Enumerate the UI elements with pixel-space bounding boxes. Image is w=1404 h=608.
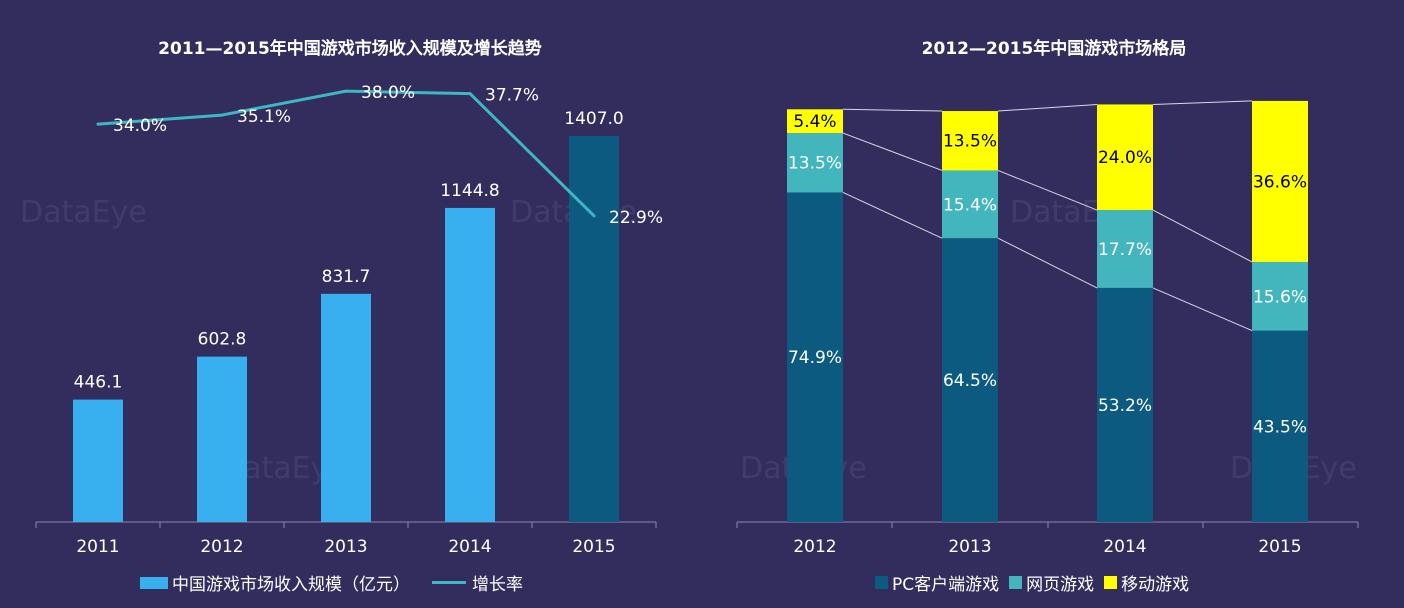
- x-tick-label: 2012: [200, 537, 243, 557]
- growth-label: 35.1%: [237, 107, 291, 127]
- growth-point: [220, 113, 224, 117]
- growth-label: 34.0%: [113, 116, 167, 136]
- segment-connector: [1152, 209, 1253, 263]
- revenue-bar-label: 602.8: [198, 330, 247, 350]
- web-segment-label: 15.6%: [1253, 287, 1307, 307]
- market-structure-chart: 74.9% 13.5% 5.4% 2012 64.5% 15.4% 13.5% 2013 53.…: [736, 100, 1359, 557]
- segment-connector: [1152, 100, 1253, 105]
- x-tick-label: 2014: [1103, 537, 1146, 557]
- mobile-segment-label: 5.4%: [793, 112, 836, 132]
- legend-item-mobile: 移动游戏: [1104, 570, 1189, 595]
- segment-connector: [997, 237, 1098, 289]
- pc-segment-label: 43.5%: [1253, 417, 1307, 437]
- mobile-segment-label: 13.5%: [943, 132, 997, 152]
- legend-swatch-web: [1009, 576, 1023, 589]
- chart-title-structure: 2012—2015年中国游戏市场格局: [921, 39, 1187, 59]
- growth-point: [344, 89, 348, 93]
- revenue-bar: [321, 293, 371, 522]
- legend-swatch-mobile: [1104, 576, 1118, 589]
- segment-connector: [1152, 287, 1253, 332]
- revenue-bar-label: 1144.8: [440, 181, 499, 201]
- x-tick-label: 2014: [448, 537, 491, 557]
- legend-revenue: 中国游戏市场收入规模（亿元） 增长率: [140, 570, 545, 595]
- legend-swatch-pc: [875, 576, 888, 589]
- legend-structure: PC客户端游戏 网页游戏 移动游戏: [875, 570, 1211, 595]
- growth-label: 22.9%: [609, 208, 663, 228]
- legend-item-pc: PC客户端游戏: [875, 570, 999, 595]
- segment-connector: [997, 169, 1098, 211]
- segment-connector: [842, 108, 943, 112]
- revenue-bar: [73, 399, 123, 522]
- pc-segment: [787, 192, 843, 522]
- web-segment: [787, 133, 843, 193]
- mobile-segment-label: 24.0%: [1098, 148, 1152, 168]
- mobile-segment-label: 36.6%: [1253, 172, 1307, 192]
- growth-label: 37.7%: [485, 86, 539, 106]
- mobile-segment: [1252, 100, 1308, 262]
- x-tick-label: 2015: [572, 537, 615, 557]
- revenue-bar-label: 446.1: [74, 373, 123, 393]
- web-segment: [1097, 210, 1153, 288]
- x-tick-label: 2012: [793, 537, 836, 557]
- chart-title-revenue: 2011—2015年中国游戏市场收入规模及增长趋势: [158, 39, 542, 59]
- revenue-bar: [445, 207, 495, 522]
- x-tick-label: 2011: [76, 537, 119, 557]
- legend-label-mobile: 移动游戏: [1121, 575, 1190, 595]
- revenue-bar: [569, 136, 619, 522]
- mobile-segment: [787, 109, 843, 134]
- legend-swatch-revenue: [140, 576, 168, 589]
- pc-segment: [1252, 330, 1308, 522]
- mobile-segment: [1097, 104, 1153, 211]
- x-tick-label: 2013: [324, 537, 367, 557]
- pc-segment: [1097, 287, 1153, 522]
- segment-connector: [997, 103, 1098, 112]
- web-segment-label: 13.5%: [788, 154, 842, 174]
- mobile-segment: [942, 111, 998, 171]
- legend-label-web: 网页游戏: [1026, 575, 1095, 595]
- pc-segment-label: 53.2%: [1098, 396, 1152, 416]
- growth-point: [468, 92, 472, 96]
- pc-segment-label: 74.9%: [788, 348, 842, 368]
- pc-segment: [942, 238, 998, 522]
- revenue-bar: [197, 356, 247, 522]
- web-segment: [942, 170, 998, 239]
- growth-label: 38.0%: [361, 83, 415, 103]
- segment-connector: [842, 132, 943, 171]
- legend-item-growth: 增长率: [432, 570, 523, 595]
- web-segment-label: 17.7%: [1098, 240, 1152, 260]
- watermark-text: DataEye: [20, 195, 147, 230]
- legend-label-pc: PC客户端游戏: [892, 575, 1000, 595]
- x-tick-label: 2013: [948, 537, 991, 557]
- revenue-bar-label: 1407.0: [564, 109, 623, 129]
- growth-point: [96, 122, 100, 126]
- revenue-bar-label: 831.7: [322, 267, 371, 287]
- web-segment-label: 15.4%: [943, 195, 997, 215]
- legend-label-growth: 增长率: [472, 575, 523, 595]
- growth-point: [592, 214, 596, 218]
- segment-connector: [842, 191, 943, 239]
- x-tick-label: 2015: [1258, 537, 1301, 557]
- legend-item-revenue: 中国游戏市场收入规模（亿元）: [140, 570, 410, 595]
- legend-item-web: 网页游戏: [1009, 570, 1094, 595]
- legend-line-growth: [432, 581, 466, 584]
- revenue-chart: 446.1 2011 602.8 2012 831.7 2013 1144.8 2014 140…: [35, 83, 663, 557]
- pc-segment-label: 64.5%: [943, 371, 997, 391]
- legend-label-revenue: 中国游戏市场收入规模（亿元）: [172, 575, 410, 595]
- web-segment: [1252, 261, 1308, 331]
